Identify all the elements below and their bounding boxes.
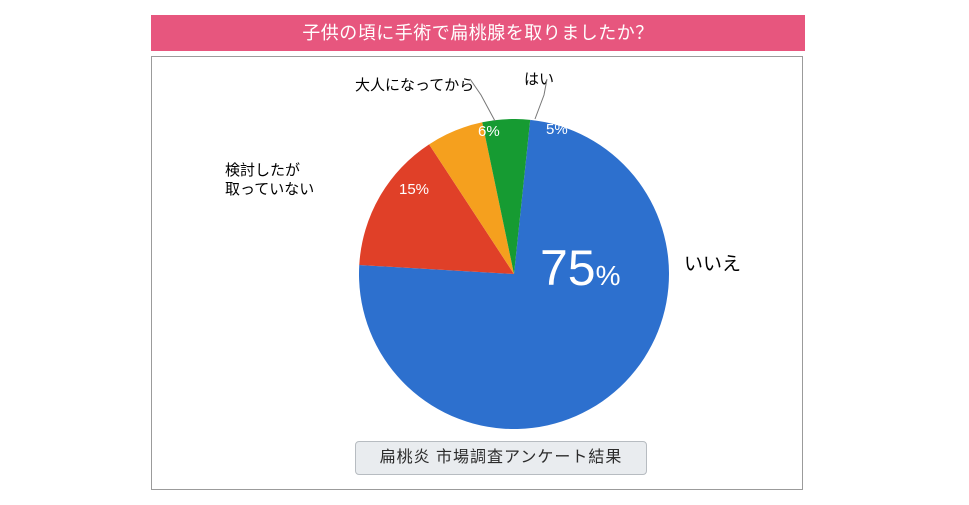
chart-stage: 子供の頃に手術で扁桃腺を取りましたか？ 75% 15% 6% 5% いいえ 検討… xyxy=(0,0,969,505)
chart-panel: 75% 15% 6% 5% いいえ 検討したが 取っていない 大人になってから … xyxy=(151,56,803,490)
chart-title: 子供の頃に手術で扁桃腺を取りましたか？ xyxy=(151,15,805,51)
leader-line-yes xyxy=(152,57,804,491)
chart-caption: 扁桃炎 市場調査アンケート結果 xyxy=(355,441,647,475)
